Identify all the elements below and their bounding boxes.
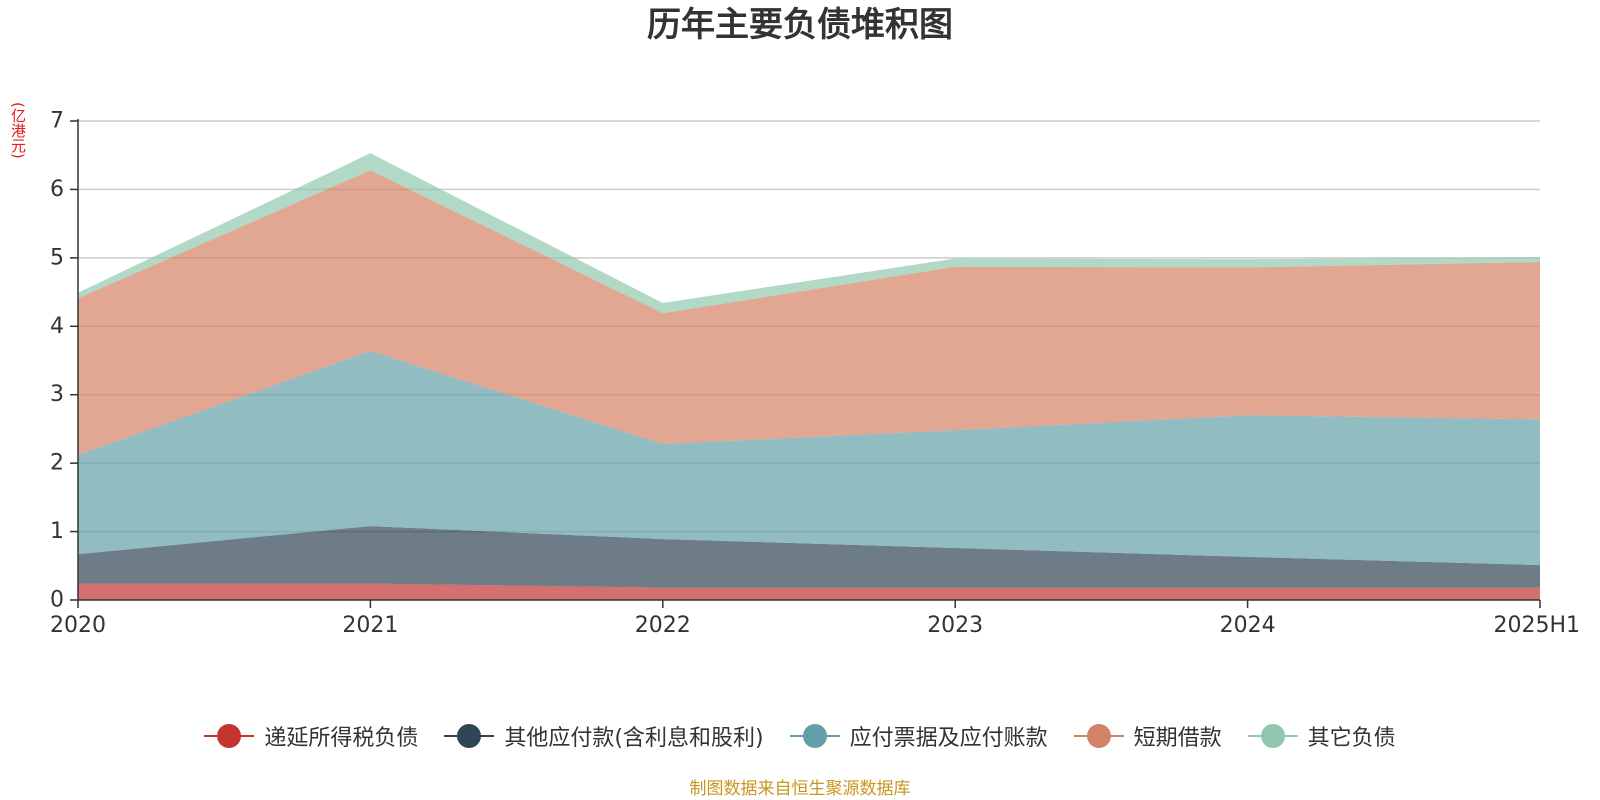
area-series	[78, 153, 1540, 600]
x-tick-label: 2023	[927, 613, 983, 638]
y-tick-label: 2	[50, 451, 64, 476]
legend-marker	[789, 723, 840, 749]
legend-label: 递延所得税负债	[264, 726, 419, 751]
y-axis-unit-label: (亿港元)	[9, 102, 27, 159]
legend-label: 应付票据及应付账款	[849, 726, 1048, 751]
legend-item-5[interactable]: 其它负债	[1247, 720, 1396, 752]
y-tick-label: 6	[50, 177, 64, 202]
legend-label: 短期借款	[1133, 726, 1222, 751]
y-tick-label: 5	[50, 245, 64, 270]
x-tick-label: 2020	[50, 613, 106, 638]
y-tick-label: 4	[50, 314, 64, 339]
y-tick-label: 0	[50, 588, 64, 613]
legend-item-2[interactable]: 其他应付款(含利息和股利)	[444, 720, 764, 752]
x-tick-label: 2025H1	[1493, 613, 1580, 638]
legend-marker	[1073, 723, 1124, 749]
area-series-4	[78, 170, 1540, 455]
y-tick-label: 1	[50, 519, 64, 544]
legend-marker	[444, 723, 495, 749]
x-tick-label: 2024	[1220, 613, 1276, 638]
y-tick-label: 7	[50, 109, 64, 134]
axes: 0 1 2 3 4 5 6 7 2020 2021 2022 2023 2024 2025H1	[50, 109, 1580, 639]
chart-legend: 递延所得税负债 其他应付款(含利息和股利) 应付票据及应付账款 短期借款 其它负债	[0, 716, 1600, 756]
data-source-note: 制图数据来自恒生聚源数据库	[689, 779, 911, 799]
legend-item-3[interactable]: 应付票据及应付账款	[789, 720, 1048, 752]
legend-item-4[interactable]: 短期借款	[1073, 720, 1222, 752]
legend-marker	[204, 723, 255, 749]
x-tick-label: 2022	[635, 613, 691, 638]
area-series-3	[78, 350, 1540, 566]
legend-label: 其它负债	[1307, 726, 1396, 751]
area-series-5	[78, 153, 1540, 314]
chart-title: 历年主要负债堆积图	[647, 5, 953, 45]
legend-item-1[interactable]: 递延所得税负债	[204, 720, 418, 752]
y-tick-label: 3	[50, 382, 64, 407]
x-tick-label: 2021	[342, 613, 398, 638]
legend-label: 其他应付款(含利息和股利)	[504, 726, 764, 751]
legend-marker	[1247, 723, 1298, 749]
area-series-2	[78, 526, 1540, 588]
